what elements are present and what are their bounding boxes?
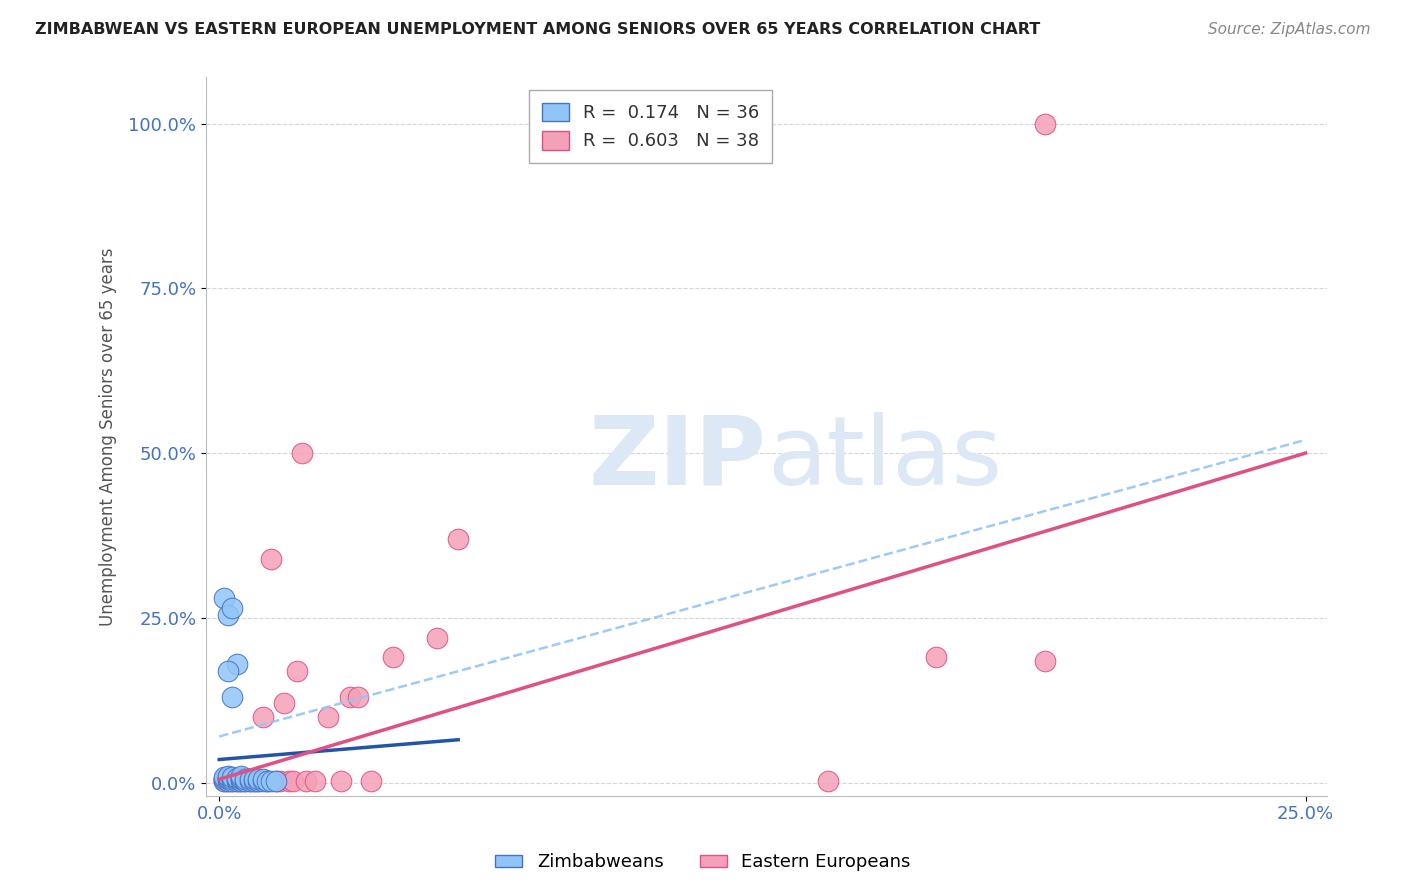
Point bbox=[287, 664, 309, 678]
Point bbox=[233, 773, 256, 788]
Point bbox=[217, 773, 239, 788]
Point bbox=[229, 773, 252, 788]
Point bbox=[239, 773, 262, 788]
Point bbox=[304, 773, 326, 788]
Point bbox=[229, 771, 252, 785]
Text: Source: ZipAtlas.com: Source: ZipAtlas.com bbox=[1208, 22, 1371, 37]
Point bbox=[260, 773, 283, 788]
Point bbox=[229, 772, 252, 787]
Point bbox=[233, 773, 256, 788]
Point bbox=[225, 773, 247, 788]
Point bbox=[217, 771, 239, 785]
Point bbox=[243, 772, 266, 787]
Point bbox=[225, 771, 247, 785]
Point bbox=[1033, 117, 1056, 131]
Point bbox=[221, 771, 243, 785]
Point bbox=[212, 772, 235, 787]
Point bbox=[212, 591, 235, 605]
Point bbox=[221, 770, 243, 784]
Point bbox=[316, 709, 339, 723]
Y-axis label: Unemployment Among Seniors over 65 years: Unemployment Among Seniors over 65 years bbox=[100, 247, 117, 626]
Point bbox=[252, 772, 274, 787]
Point bbox=[329, 773, 352, 788]
Point bbox=[360, 773, 382, 788]
Point bbox=[252, 709, 274, 723]
Point bbox=[212, 772, 235, 787]
Point bbox=[425, 631, 447, 645]
Point bbox=[817, 773, 839, 788]
Text: atlas: atlas bbox=[766, 411, 1002, 505]
Point bbox=[217, 770, 239, 784]
Point bbox=[382, 650, 405, 665]
Point bbox=[225, 772, 247, 787]
Point bbox=[221, 772, 243, 787]
Point bbox=[221, 601, 243, 615]
Point bbox=[925, 650, 948, 665]
Legend: Zimbabweans, Eastern Europeans: Zimbabweans, Eastern Europeans bbox=[488, 847, 918, 879]
Point bbox=[217, 607, 239, 622]
Point bbox=[291, 446, 314, 460]
Point bbox=[1033, 654, 1056, 668]
Point bbox=[221, 773, 243, 788]
Point bbox=[229, 773, 252, 788]
Legend: R =  0.174   N = 36, R =  0.603   N = 38: R = 0.174 N = 36, R = 0.603 N = 38 bbox=[529, 90, 772, 163]
Point bbox=[295, 773, 318, 788]
Point bbox=[233, 771, 256, 785]
Point bbox=[252, 773, 274, 788]
Point bbox=[225, 657, 247, 671]
Point bbox=[247, 773, 270, 788]
Point bbox=[217, 664, 239, 678]
Point bbox=[264, 773, 287, 788]
Point bbox=[273, 697, 295, 711]
Point bbox=[281, 773, 304, 788]
Point bbox=[221, 690, 243, 704]
Point bbox=[247, 772, 270, 787]
Point bbox=[225, 773, 247, 788]
Point bbox=[212, 770, 235, 784]
Point bbox=[212, 773, 235, 788]
Point bbox=[239, 773, 262, 788]
Point bbox=[256, 773, 278, 788]
Point bbox=[239, 772, 262, 787]
Point bbox=[217, 772, 239, 787]
Text: ZIMBABWEAN VS EASTERN EUROPEAN UNEMPLOYMENT AMONG SENIORS OVER 65 YEARS CORRELAT: ZIMBABWEAN VS EASTERN EUROPEAN UNEMPLOYM… bbox=[35, 22, 1040, 37]
Point bbox=[264, 773, 287, 788]
Point bbox=[277, 773, 299, 788]
Point bbox=[260, 551, 283, 566]
Point bbox=[229, 771, 252, 785]
Point bbox=[217, 769, 239, 783]
Point bbox=[221, 773, 243, 788]
Point bbox=[212, 773, 235, 788]
Point bbox=[243, 773, 266, 788]
Point bbox=[243, 773, 266, 788]
Point bbox=[347, 690, 370, 704]
Point bbox=[217, 773, 239, 788]
Point bbox=[233, 772, 256, 787]
Text: ZIP: ZIP bbox=[589, 411, 766, 505]
Point bbox=[339, 690, 361, 704]
Point bbox=[256, 773, 278, 788]
Point bbox=[229, 769, 252, 783]
Point bbox=[247, 773, 270, 788]
Point bbox=[269, 773, 291, 788]
Point bbox=[225, 771, 247, 785]
Point bbox=[447, 532, 470, 546]
